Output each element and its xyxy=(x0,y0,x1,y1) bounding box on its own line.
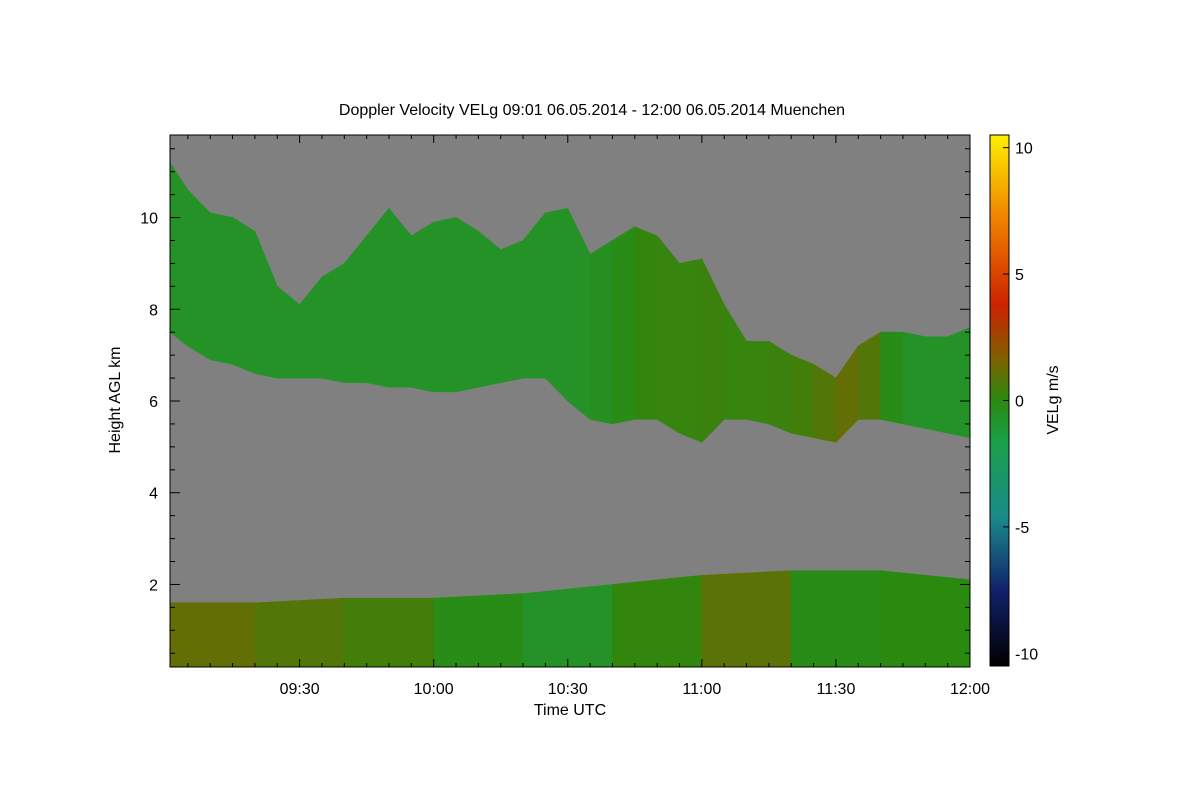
boundary-layer-segment xyxy=(170,602,256,667)
boundary-layer-segment xyxy=(254,597,345,667)
cloud-layer-segment xyxy=(612,226,636,425)
cloud-layer-segment xyxy=(746,341,770,425)
boundary-layer-segment xyxy=(433,593,524,667)
x-tick-label: 09:30 xyxy=(280,681,320,698)
cloud-layer-segment xyxy=(880,331,904,425)
cloud-layer-segment xyxy=(478,230,502,388)
colorbar-tick-label: 10 xyxy=(1015,141,1033,158)
cloud-layer-segment xyxy=(925,336,948,434)
y-tick-label: 8 xyxy=(149,302,158,319)
colorbar-label: VELg m/s xyxy=(1045,365,1062,434)
velocity-marks xyxy=(170,161,970,667)
boundary-layer-segment xyxy=(880,570,970,667)
cloud-layer-segment xyxy=(857,331,881,420)
cloud-layer-segment xyxy=(388,207,412,388)
colorbar-tick-label: 5 xyxy=(1015,267,1024,284)
cloud-layer-segment xyxy=(209,212,233,365)
cloud-layer-segment xyxy=(790,354,814,439)
boundary-layer-segment xyxy=(790,570,881,667)
cloud-layer-segment xyxy=(321,262,345,384)
y-axis: 2 4 6 8 10 xyxy=(140,148,970,654)
cloud-layer-segment xyxy=(366,207,390,388)
y-tick-label: 6 xyxy=(149,394,158,411)
x-tick-label: 11:30 xyxy=(816,681,855,698)
x-axis-label: Time UTC xyxy=(534,702,606,719)
boundary-layer-segment xyxy=(701,570,792,667)
cloud-layer-segment xyxy=(170,161,189,347)
x-tick-label: 12:00 xyxy=(950,681,990,698)
y-tick-label: 2 xyxy=(149,577,158,594)
colorbar-tick-label: -5 xyxy=(1015,520,1029,537)
colorbar-tick-label: 0 xyxy=(1015,394,1024,411)
colorbar: 10 5 0 -5 -10 VELg m/s xyxy=(989,134,1062,667)
cloud-layer-segment xyxy=(634,226,658,420)
x-tick-label: 10:00 xyxy=(414,681,454,698)
boundary-layer-segment xyxy=(522,584,613,667)
colorbar-ticks: 10 5 0 -5 -10 xyxy=(1003,141,1038,663)
cloud-layer-segment xyxy=(679,258,703,443)
cloud-layer-segment xyxy=(232,217,256,374)
cloud-layer-segment xyxy=(589,239,613,425)
y-tick-label: 10 xyxy=(140,211,158,228)
y-tick-label: 4 xyxy=(149,486,158,503)
colorbar-tick-label: -10 xyxy=(1015,646,1038,663)
cloud-layer-segment xyxy=(768,340,792,434)
boundary-layer-segment xyxy=(344,597,434,667)
boundary-layer-segment xyxy=(612,574,703,667)
cloud-layer-segment xyxy=(813,363,837,443)
x-axis: 09:30 10:00 10:30 11:00 11:30 12:00 xyxy=(187,135,990,698)
cloud-layer-segment xyxy=(656,235,680,434)
cloud-layer-segment xyxy=(455,217,479,393)
cloud-layer-segment xyxy=(433,217,457,393)
x-tick-label: 10:30 xyxy=(548,681,588,698)
cloud-layer-segment xyxy=(947,327,970,438)
plot-area xyxy=(170,135,970,667)
cloud-layer-segment xyxy=(411,221,434,393)
x-tick-label: 11:00 xyxy=(682,681,721,698)
cloud-layer-segment xyxy=(545,208,569,402)
cloud-layer-segment xyxy=(522,212,546,379)
chart-title: Doppler Velocity VELg 09:01 06.05.2014 -… xyxy=(339,102,845,119)
cloud-layer-segment xyxy=(500,240,524,384)
cloud-layer-segment xyxy=(187,189,211,361)
y-axis-label: Height AGL km xyxy=(107,346,124,453)
cloud-layer-segment xyxy=(902,331,926,429)
